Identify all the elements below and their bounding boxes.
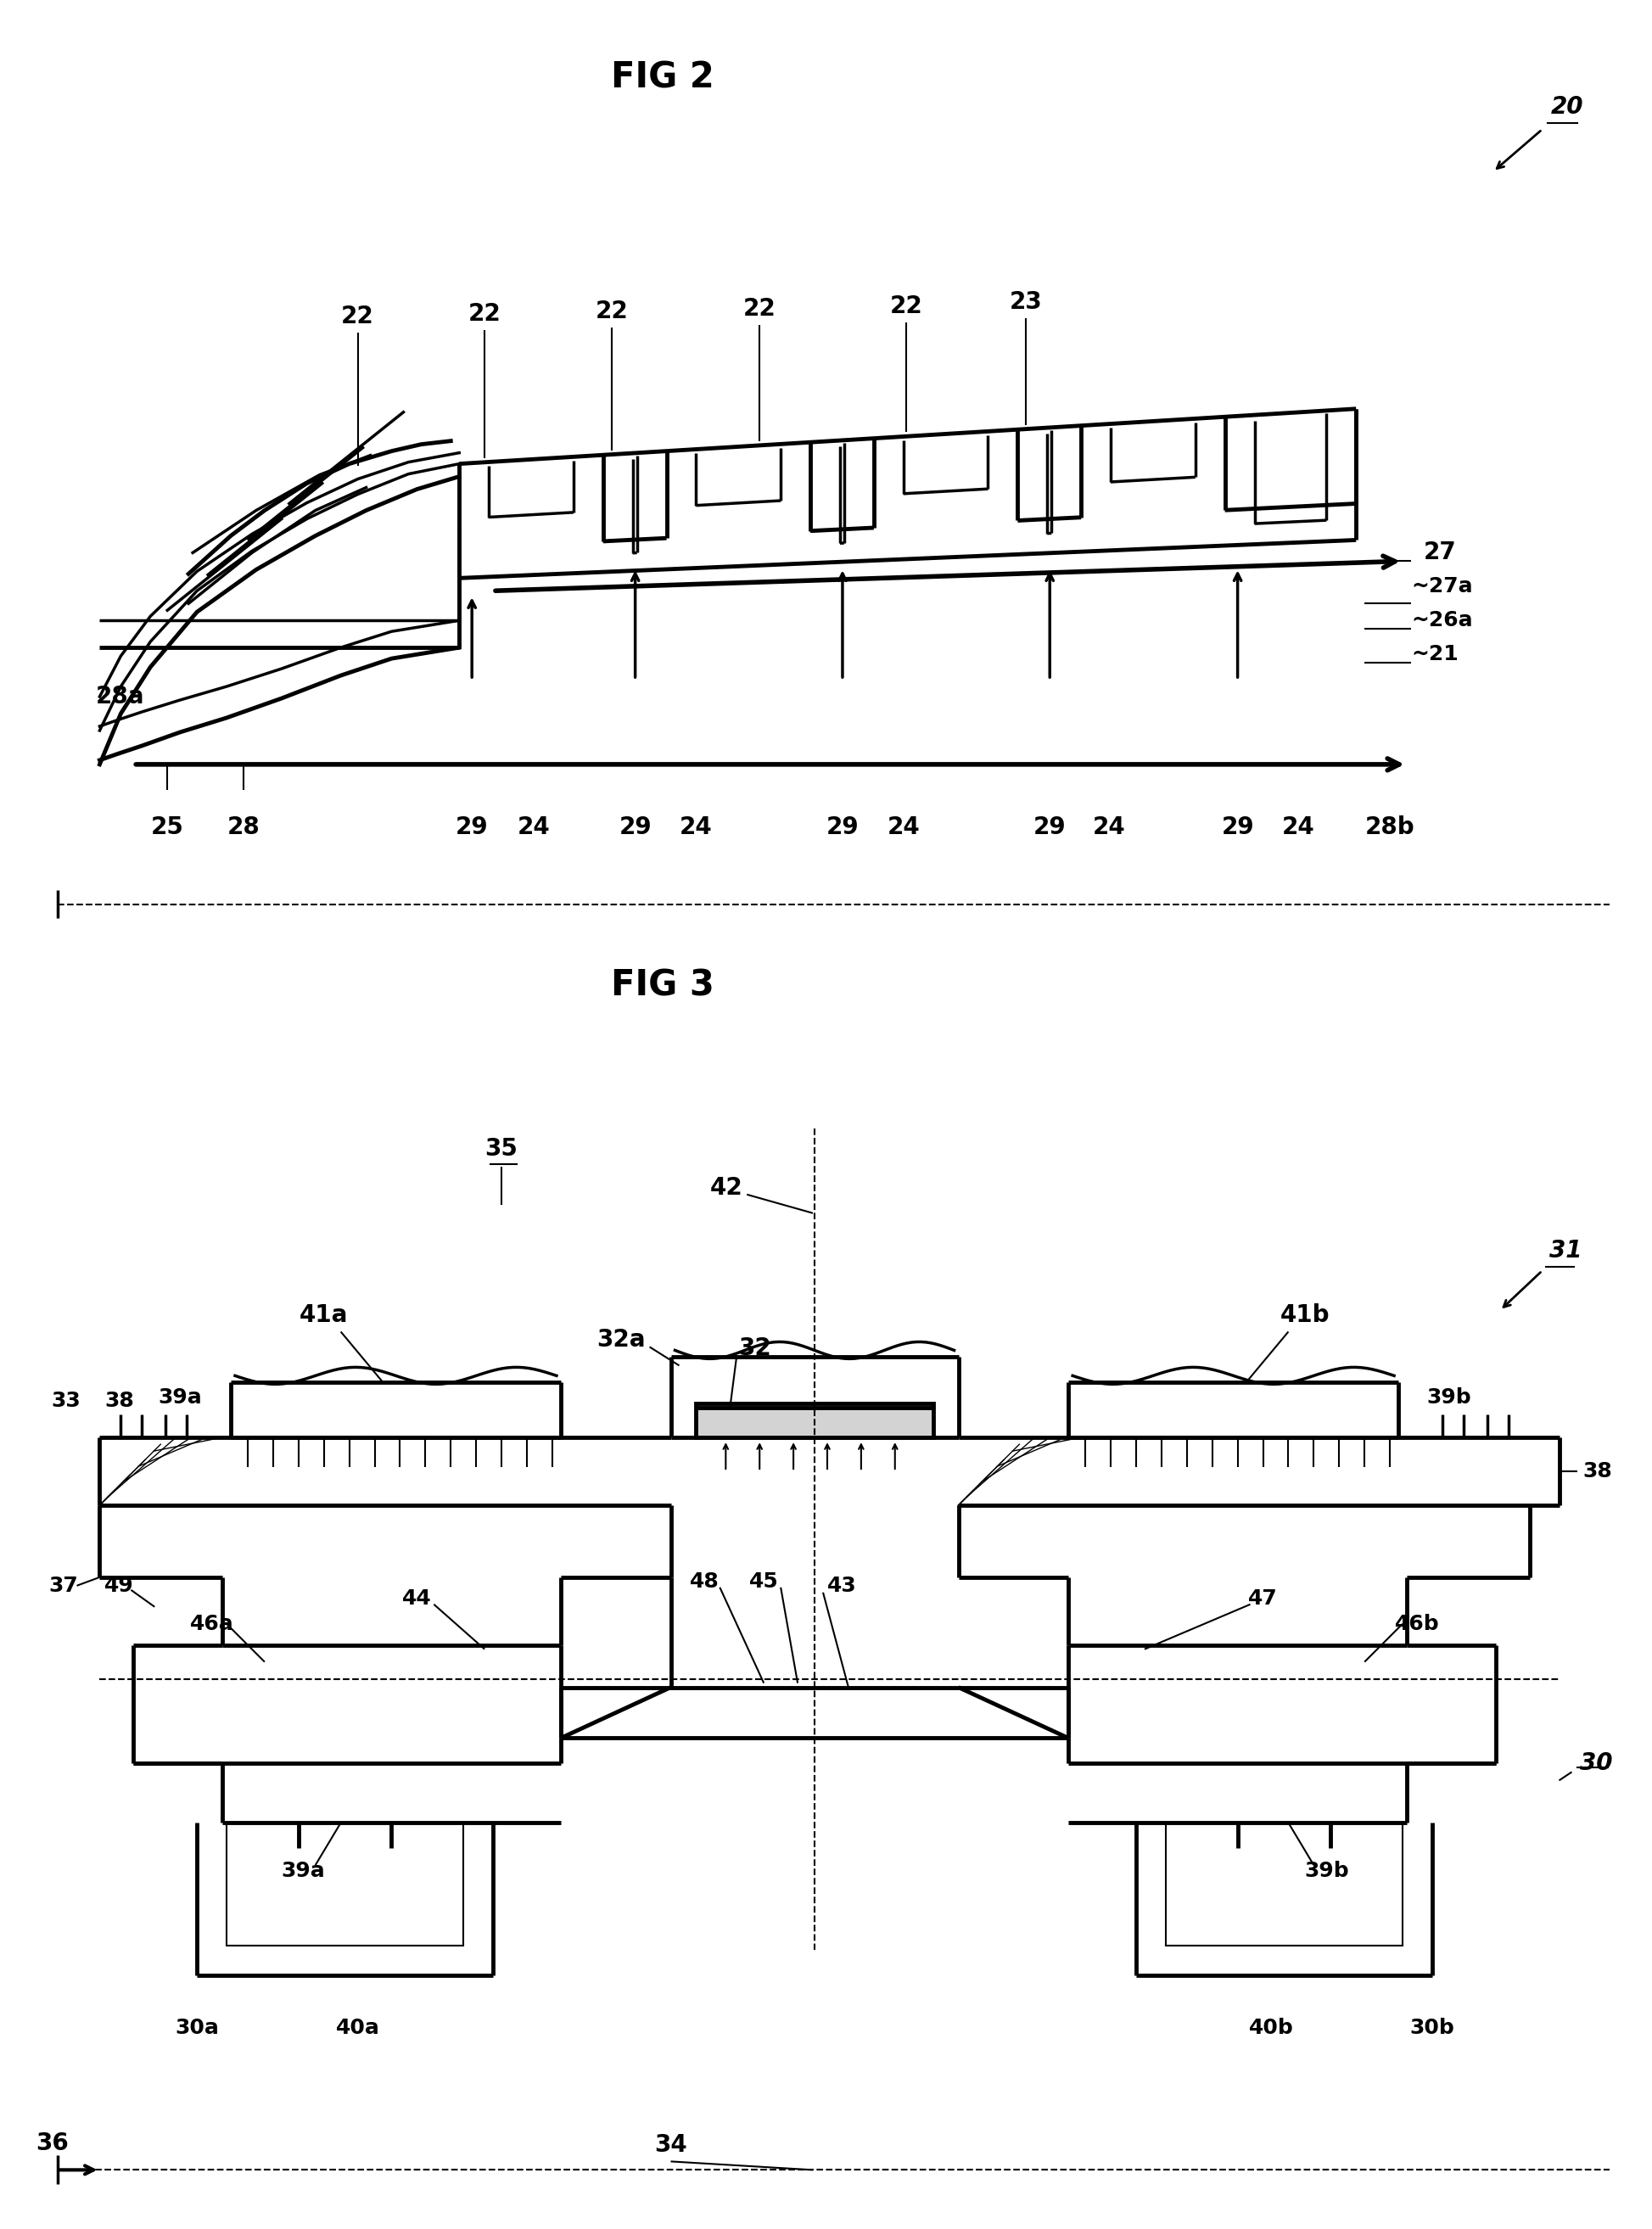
Text: 28a: 28a bbox=[96, 684, 144, 709]
Text: 33: 33 bbox=[51, 1391, 81, 1411]
Text: 40b: 40b bbox=[1249, 2017, 1294, 2037]
Text: 43: 43 bbox=[828, 1576, 857, 1596]
Text: 24: 24 bbox=[1092, 816, 1125, 838]
Text: 22: 22 bbox=[889, 294, 922, 319]
Text: 39a: 39a bbox=[159, 1386, 202, 1409]
Text: 23: 23 bbox=[1009, 290, 1042, 314]
Text: 31: 31 bbox=[1550, 1239, 1581, 1262]
Text: 35: 35 bbox=[486, 1137, 519, 1161]
Text: 22: 22 bbox=[595, 299, 628, 323]
Text: 20: 20 bbox=[1551, 96, 1583, 118]
Text: 34: 34 bbox=[654, 2133, 687, 2158]
Text: 25: 25 bbox=[150, 816, 183, 838]
Bar bbox=[695, 1404, 933, 1438]
Text: FIG 2: FIG 2 bbox=[611, 60, 714, 96]
Text: 30a: 30a bbox=[175, 2017, 220, 2037]
Text: FIG 3: FIG 3 bbox=[611, 967, 714, 1003]
Text: 27: 27 bbox=[1424, 542, 1457, 564]
Text: 48: 48 bbox=[691, 1571, 719, 1592]
Text: 24: 24 bbox=[679, 816, 712, 838]
Text: 24: 24 bbox=[517, 816, 550, 838]
Text: 29: 29 bbox=[826, 816, 859, 838]
Text: 29: 29 bbox=[1034, 816, 1066, 838]
Text: 22: 22 bbox=[342, 305, 373, 328]
Text: 39a: 39a bbox=[281, 1861, 325, 1881]
Text: 46b: 46b bbox=[1394, 1614, 1439, 1634]
Text: 49: 49 bbox=[104, 1576, 134, 1596]
Text: 22: 22 bbox=[743, 296, 776, 321]
Text: 41a: 41a bbox=[299, 1304, 349, 1328]
Text: 24: 24 bbox=[1282, 816, 1315, 838]
Text: 39b: 39b bbox=[1303, 1861, 1348, 1881]
Text: 38: 38 bbox=[104, 1391, 134, 1411]
Text: 32a: 32a bbox=[596, 1328, 646, 1353]
Text: ~21: ~21 bbox=[1411, 644, 1459, 664]
Text: 37: 37 bbox=[48, 1576, 78, 1596]
Text: 22: 22 bbox=[468, 303, 501, 325]
Text: 41b: 41b bbox=[1280, 1304, 1330, 1328]
Text: 29: 29 bbox=[456, 816, 489, 838]
Text: ~26a: ~26a bbox=[1411, 611, 1472, 631]
Text: 30: 30 bbox=[1581, 1752, 1612, 1774]
Text: 42: 42 bbox=[710, 1177, 743, 1199]
Text: ~27a: ~27a bbox=[1411, 577, 1472, 597]
Text: 47: 47 bbox=[1249, 1589, 1277, 1609]
Text: 28b: 28b bbox=[1365, 816, 1414, 838]
Text: 30b: 30b bbox=[1409, 2017, 1454, 2037]
Text: 39b: 39b bbox=[1427, 1386, 1472, 1409]
Text: 32: 32 bbox=[738, 1337, 771, 1360]
Text: 36: 36 bbox=[35, 2131, 68, 2155]
Text: 46a: 46a bbox=[190, 1614, 235, 1634]
Text: 24: 24 bbox=[887, 816, 920, 838]
Text: 38: 38 bbox=[1583, 1462, 1612, 1482]
Text: 40a: 40a bbox=[335, 2017, 380, 2037]
Text: 29: 29 bbox=[1221, 816, 1254, 838]
Text: 45: 45 bbox=[748, 1571, 778, 1592]
Text: 28: 28 bbox=[226, 816, 259, 838]
Text: 29: 29 bbox=[620, 816, 651, 838]
Text: 44: 44 bbox=[401, 1589, 431, 1609]
